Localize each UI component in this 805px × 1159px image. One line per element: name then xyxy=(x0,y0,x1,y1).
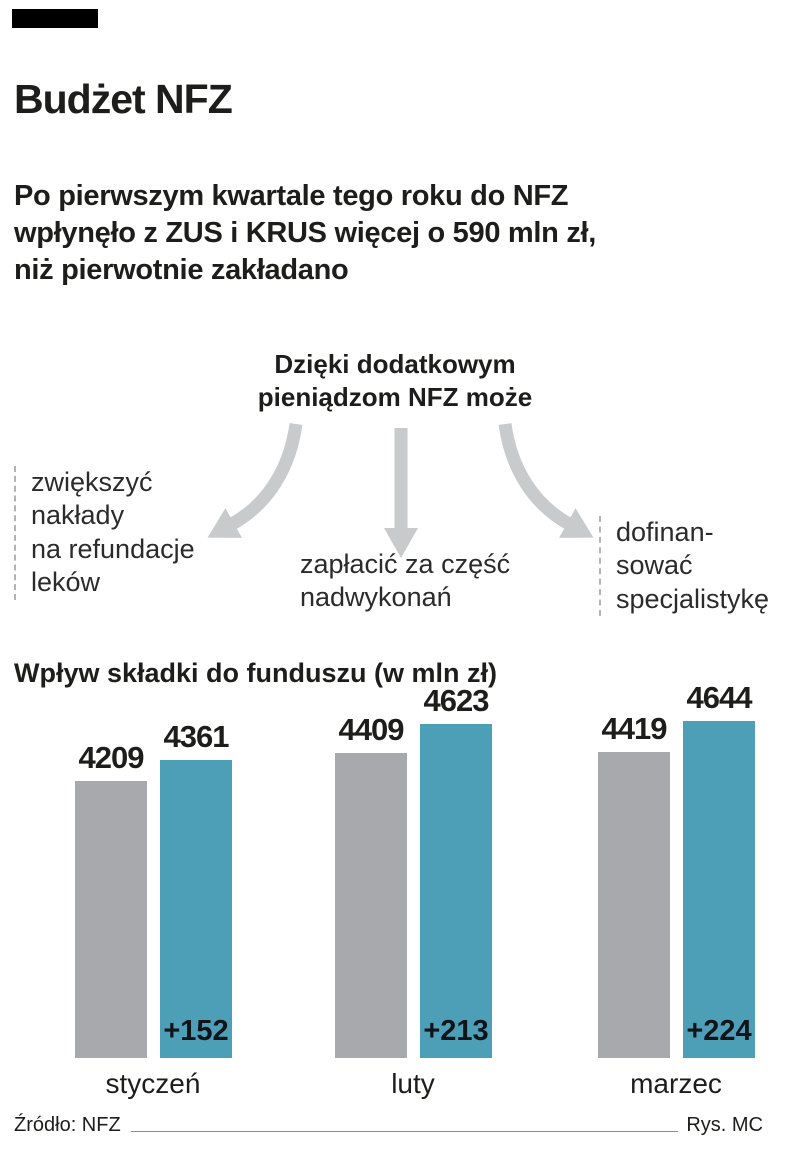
credit-label: Rys. MC xyxy=(686,1114,763,1136)
bar-gray xyxy=(75,781,147,1058)
bar-column: 4361 +152 xyxy=(160,719,232,1058)
bar-teal: +224 xyxy=(683,721,755,1058)
curved-arrow-down-right-icon xyxy=(498,423,594,538)
bar-value-label: 4419 xyxy=(601,711,668,746)
bar-group-styczen: 4209 4361 +152 xyxy=(75,719,232,1058)
diagram-heading: Dzięki dodatkowym pieniądzom NFZ może xyxy=(257,349,533,412)
month-label: marzec xyxy=(630,1068,722,1099)
benefit-item-nadwykonania: zapłacić za część nadwykonań xyxy=(300,549,511,613)
bar-gray xyxy=(598,752,670,1058)
bar-value-label: 4209 xyxy=(78,740,145,775)
top-mark xyxy=(12,9,98,28)
bar-chart: 4209 4361 +152 4409 4623 +213 4419 4644 xyxy=(0,680,805,1058)
bar-value-label: 4644 xyxy=(686,680,753,715)
bar-column: 4419 xyxy=(598,711,670,1058)
bar-column: 4209 xyxy=(75,740,147,1058)
month-label: styczeń xyxy=(105,1068,201,1099)
bar-group-luty: 4409 4623 +213 xyxy=(335,683,492,1058)
bar-teal: +152 xyxy=(160,760,232,1058)
source-label: Źródło: NFZ xyxy=(14,1114,121,1136)
bar-diff-label: +224 xyxy=(686,1015,752,1047)
bar-column: 4644 +224 xyxy=(683,680,755,1058)
benefit-item-specjalistyka: dofinan- sować specjalistykę xyxy=(599,516,769,617)
lead-text: Po pierwszym kwartale tego roku do NFZ w… xyxy=(14,180,597,287)
footer-rule xyxy=(130,1130,679,1132)
bar-value-label: 4409 xyxy=(338,712,405,747)
bar-column: 4623 +213 xyxy=(420,683,492,1058)
chart-title: Wpływ składki do funduszu (w mln zł) xyxy=(14,658,498,688)
curved-arrow-down-left-icon xyxy=(207,423,303,538)
bar-value-label: 4361 xyxy=(163,719,230,754)
bar-diff-label: +152 xyxy=(163,1015,229,1047)
month-label: luty xyxy=(391,1068,435,1099)
bar-value-label: 4623 xyxy=(423,683,490,718)
page-title: Budżet NFZ xyxy=(14,76,233,122)
bar-column: 4409 xyxy=(335,712,407,1058)
bar-teal: +213 xyxy=(420,724,492,1058)
bar-group-marzec: 4419 4644 +224 xyxy=(598,680,755,1058)
benefit-item-refundacje: zwiększyć nakłady na refundacje leków xyxy=(14,466,195,600)
footer: Źródło: NFZ Rys. MC xyxy=(14,1114,763,1137)
bar-gray xyxy=(335,753,407,1058)
bar-diff-label: +213 xyxy=(423,1015,489,1047)
